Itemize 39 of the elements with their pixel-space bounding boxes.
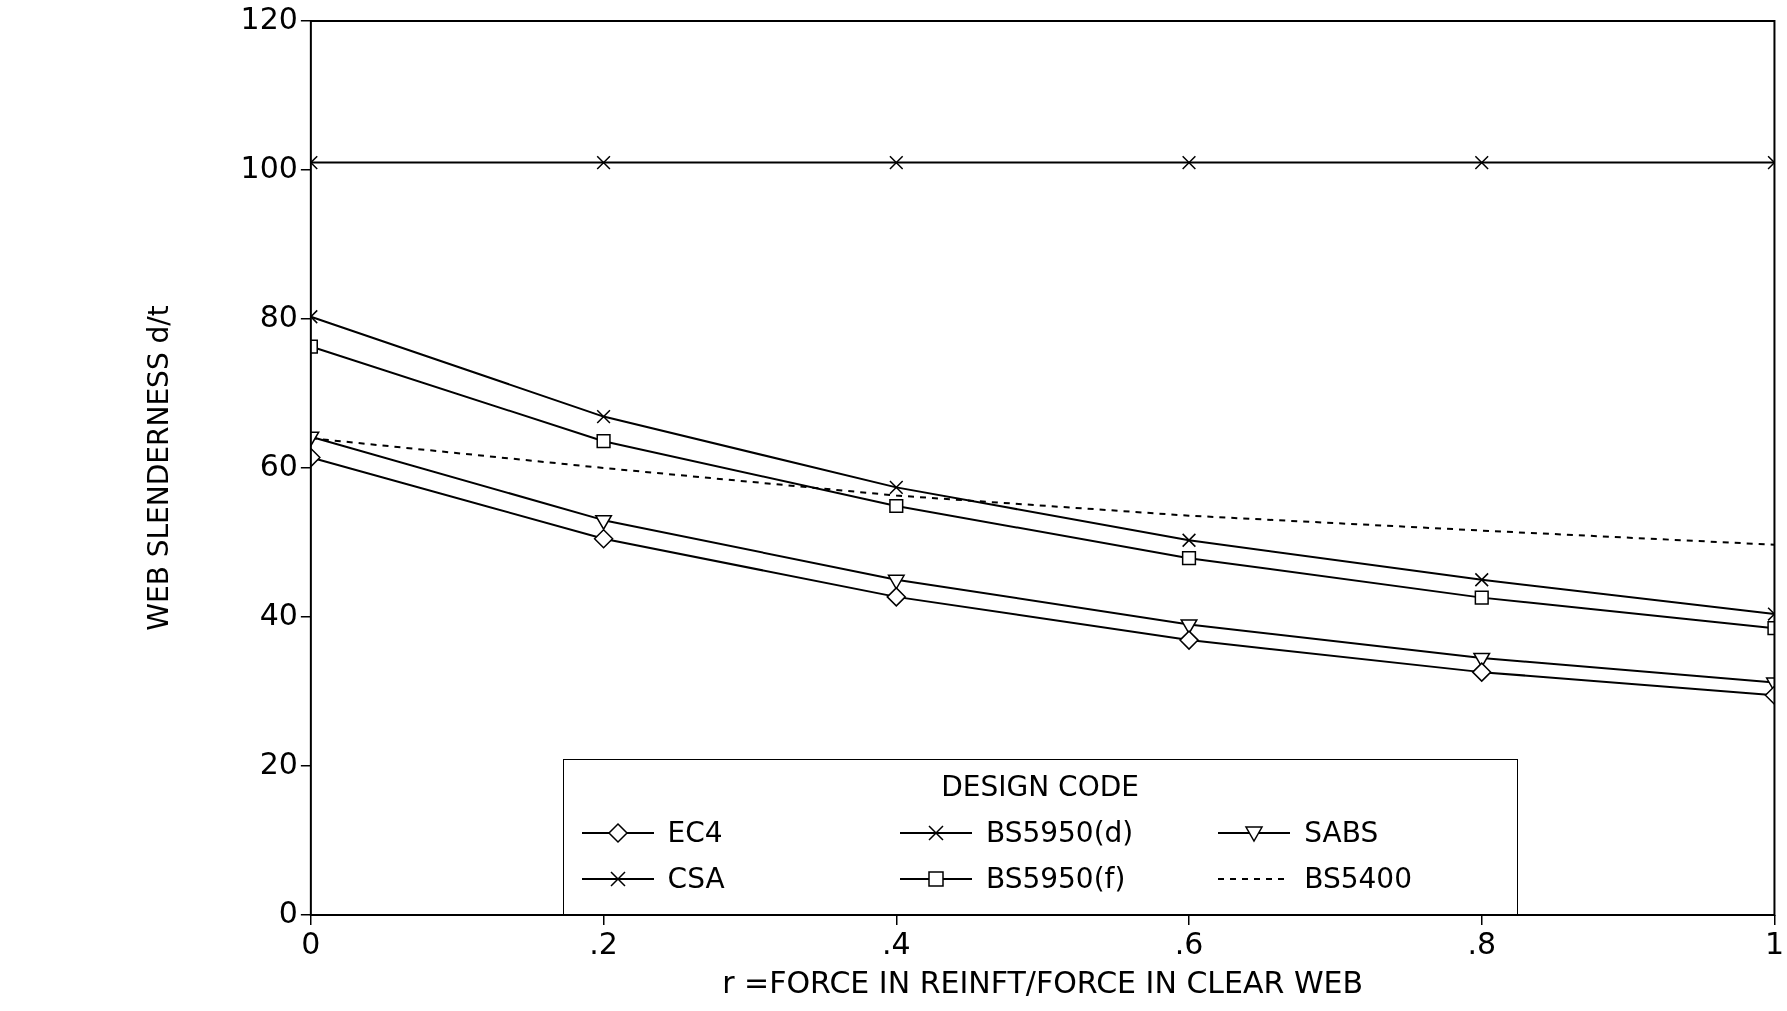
point bbox=[886, 587, 907, 607]
y-tick-label: 60 bbox=[259, 447, 298, 483]
point bbox=[1181, 533, 1197, 548]
point bbox=[1474, 590, 1489, 605]
point bbox=[889, 480, 904, 495]
x-tick-label: 0 bbox=[301, 925, 321, 961]
y-axis-title: WEB SLENDERNESS d/t bbox=[142, 305, 176, 631]
point bbox=[1474, 155, 1489, 170]
point bbox=[596, 409, 611, 424]
y-tick-label: 0 bbox=[278, 894, 298, 930]
x-tick-label: .8 bbox=[1467, 925, 1497, 961]
x-tick-label: .6 bbox=[1174, 925, 1204, 961]
point bbox=[889, 498, 904, 514]
point bbox=[595, 514, 613, 530]
point bbox=[1179, 630, 1199, 650]
point bbox=[593, 529, 614, 549]
point bbox=[1474, 572, 1489, 587]
point bbox=[1471, 662, 1492, 682]
x-tick-label: .2 bbox=[589, 925, 618, 961]
y-tick-label: 40 bbox=[259, 596, 298, 632]
legend-label: BS5950(f) bbox=[985, 862, 1126, 895]
x-tick-label: .4 bbox=[881, 925, 911, 961]
legend-title: DESIGN CODE bbox=[940, 770, 1140, 803]
point bbox=[596, 155, 611, 170]
point bbox=[1181, 155, 1197, 170]
y-tick-label: 120 bbox=[240, 0, 298, 36]
legend-label: BS5950(d) bbox=[985, 816, 1134, 849]
x-axis-title: r =FORCE IN REINFT/FORCE IN CLEAR WEB bbox=[722, 964, 1364, 1000]
legend-label: SABS bbox=[1304, 816, 1379, 849]
point bbox=[1181, 551, 1197, 566]
point bbox=[596, 434, 611, 449]
legend-label: BS5400 bbox=[1304, 862, 1412, 895]
y-tick-label: 100 bbox=[240, 149, 298, 185]
legend-label: CSA bbox=[667, 862, 725, 895]
point bbox=[889, 155, 904, 170]
legend-label: EC4 bbox=[667, 816, 723, 849]
y-tick-label: 20 bbox=[259, 745, 298, 781]
y-tick-label: 80 bbox=[259, 298, 298, 334]
x-tick-label: 1 bbox=[1764, 925, 1784, 961]
